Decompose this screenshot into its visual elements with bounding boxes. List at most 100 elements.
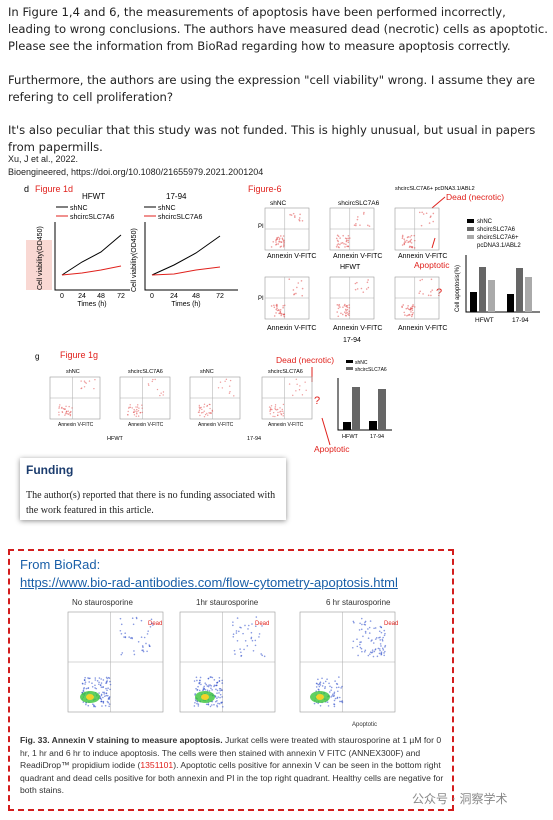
link[interactable]: https://www.bio-rad-antibodies.com/flow-… [20, 575, 398, 590]
cell-dot [294, 215, 296, 217]
cell-dot [380, 645, 382, 647]
cell-dot [338, 246, 340, 249]
cell-dot [203, 416, 206, 418]
cell-dot [203, 410, 205, 412]
cell-dot [347, 241, 350, 244]
cell-dot [224, 380, 226, 382]
x-tick-label: 72 [216, 293, 224, 300]
cell-dot [413, 239, 416, 242]
cell-dot [401, 306, 403, 309]
cell-dot [100, 700, 103, 703]
cell-dot [283, 241, 285, 244]
cell-dot [209, 407, 211, 410]
cell-dot [156, 388, 159, 391]
cell-dot [218, 680, 221, 683]
cell-dot [281, 408, 283, 411]
cell-dot [292, 394, 294, 397]
paragraph: In Figure 1,4 and 6, the measurements of… [8, 5, 548, 53]
cell-dot [103, 693, 105, 695]
cell-dot [221, 706, 224, 708]
cell-dot [105, 694, 108, 697]
cell-dot [218, 702, 221, 705]
cell-dot [232, 635, 235, 638]
cell-dot [355, 223, 357, 225]
cell-dot [418, 292, 421, 294]
cell-dot [298, 217, 301, 219]
cell-dot [378, 630, 381, 633]
cell-dot [381, 639, 384, 642]
cell-dot [149, 645, 151, 648]
cell-dot [88, 681, 91, 683]
cell-dot [282, 412, 285, 414]
funding-text: The author(s) reported that there is no … [26, 490, 276, 516]
cell-dot [375, 637, 378, 639]
group-label: HFWT [475, 317, 494, 324]
cell-dot [335, 246, 338, 248]
cell-dot [407, 305, 409, 307]
cell-dot [318, 689, 320, 691]
legend-entry: shNC [70, 205, 88, 212]
cell-dot [333, 691, 336, 694]
cell-dot [378, 636, 380, 639]
cell-dot [380, 626, 383, 629]
cell-dot [94, 677, 97, 679]
cell-dot [162, 394, 164, 396]
cell-dot [68, 412, 71, 414]
cell-dot [360, 647, 363, 650]
cell-dot [145, 642, 147, 645]
cell-dot [233, 649, 236, 652]
cell-dot [206, 689, 209, 692]
cell-dot [82, 682, 84, 685]
cell-dot [364, 620, 367, 623]
cell-dot [225, 378, 228, 381]
cell-dot [132, 411, 135, 413]
cell-dot [149, 625, 152, 628]
cell-dot [198, 679, 201, 682]
cell-dot [236, 639, 239, 642]
cell-dot [85, 703, 87, 706]
cell-dot [419, 290, 422, 293]
cell-dot [363, 211, 365, 214]
cell-dot [343, 304, 346, 307]
legend-entry: shNC [477, 219, 493, 225]
cell-dot [258, 636, 260, 638]
cell-dot [83, 380, 86, 382]
cell-dot [106, 689, 108, 692]
cell-dot [91, 682, 93, 684]
cell-dot [340, 700, 343, 703]
cell-dot [410, 234, 413, 237]
quadrant-label: Dead [148, 621, 162, 627]
cell-dot [242, 632, 244, 635]
x-axis-label: Annexin V-FITC [268, 422, 304, 428]
cell-dot [368, 225, 371, 227]
cell-dot [221, 679, 223, 682]
cell-dot [272, 240, 275, 243]
cell-dot [61, 411, 64, 413]
cell-dot [255, 616, 258, 618]
heading: From BioRad: [20, 557, 101, 572]
cell-dot [87, 704, 90, 707]
cell-dot [340, 312, 342, 315]
cell-dot [217, 387, 220, 389]
cell-dot [409, 308, 411, 311]
cell-dot [345, 305, 347, 308]
cell-dot [336, 304, 339, 306]
cell-dot [210, 687, 212, 690]
cell-dot [146, 633, 149, 635]
cell-dot [100, 698, 103, 701]
cell-dot [216, 705, 219, 708]
cell-dot [336, 690, 339, 693]
quadrant-label: Apoptotic [352, 722, 377, 728]
cell-dot [380, 631, 383, 634]
cell-dot [412, 312, 414, 314]
cell-dot [109, 680, 111, 683]
annotation: Apoptotic [314, 444, 350, 454]
cell-dot [244, 624, 246, 627]
cell-dot [411, 309, 414, 311]
cell-dot [213, 685, 215, 688]
cell-dot [359, 622, 361, 625]
cell-dot [203, 685, 205, 688]
cell-dot [142, 646, 144, 648]
cell-dot [376, 655, 379, 658]
cell-dot [87, 687, 90, 689]
